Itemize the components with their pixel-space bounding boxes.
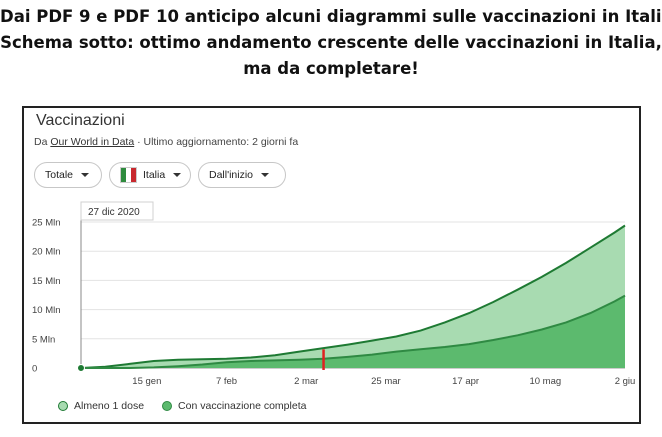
y-tick-label: 10 Mln (32, 305, 61, 316)
chart-title: Vaccinazioni (36, 112, 125, 129)
area-complete (81, 295, 625, 368)
source-prefix: Da (34, 136, 51, 148)
total-dropdown[interactable]: Totale (34, 162, 102, 188)
x-tick-label: 10 mag (529, 376, 561, 387)
area-first-dose (81, 225, 625, 368)
chevron-down-icon (261, 173, 270, 177)
caption-line-3: ma da completare! (243, 59, 419, 78)
x-tick-label: 7 feb (216, 376, 237, 387)
total-dropdown-label: Totale (45, 169, 74, 181)
caption-line-2: Schema sotto: ottimo andamento crescente… (0, 33, 662, 52)
range-dropdown-label: Dall'inizio (209, 169, 254, 181)
series-line-complete (81, 294, 626, 369)
y-tick-label: 5 Mln (32, 334, 55, 345)
vaccination-area-chart: 0 5 Mln 10 Mln 15 Mln 20 Mln 25 Mln 15 gen 7 fe… (32, 201, 636, 387)
y-tick-label: 25 Mln (32, 218, 61, 229)
vaccination-chart-panel: Vaccinazioni Da Our World in Data · Ulti… (22, 106, 641, 424)
chart-legend: Almeno 1 dose Con vaccinazione completa (58, 400, 324, 412)
x-tick-label: 2 mar (294, 376, 318, 387)
y-tick-label: 15 Mln (32, 276, 61, 287)
source-link[interactable]: Our World in Data (50, 136, 135, 148)
hover-point (77, 364, 85, 372)
hover-tooltip-date: 27 dic 2020 (88, 207, 140, 218)
chevron-down-icon (173, 173, 182, 177)
caption: Dai PDF 9 e PDF 10 anticipo alcuni diagr… (0, 4, 662, 82)
series-line-first-dose (80, 224, 626, 369)
y-tick-label: 20 Mln (32, 247, 61, 258)
legend-item-complete[interactable]: Con vaccinazione completa (162, 400, 306, 412)
legend-label-complete: Con vaccinazione completa (178, 400, 307, 412)
x-tick-label: 2 giu (615, 376, 636, 387)
caption-line-1: Dai PDF 9 e PDF 10 anticipo alcuni diagr… (0, 7, 662, 26)
source-suffix: · Ultimo aggiornamento: 2 giorni fa (134, 136, 299, 148)
legend-dot-complete (162, 401, 173, 411)
x-tick-label: 17 apr (452, 376, 479, 387)
y-tick-label: 0 (32, 364, 37, 375)
x-tick-label: 15 gen (132, 376, 161, 387)
chevron-down-icon (81, 173, 90, 177)
legend-dot-first-dose (58, 401, 68, 411)
country-dropdown[interactable]: Italia (109, 162, 191, 188)
legend-label-first-dose: Almeno 1 dose (74, 400, 145, 412)
legend-item-first-dose[interactable]: Almeno 1 dose (58, 400, 144, 412)
x-tick-label: 25 mar (371, 376, 401, 387)
italy-flag-icon (120, 167, 137, 183)
hover-tooltip (80, 201, 154, 221)
source-line: Da Our World in Data · Ultimo aggiorname… (34, 136, 298, 148)
range-dropdown[interactable]: Dall'inizio (198, 162, 286, 188)
country-dropdown-label: Italia (143, 169, 166, 181)
